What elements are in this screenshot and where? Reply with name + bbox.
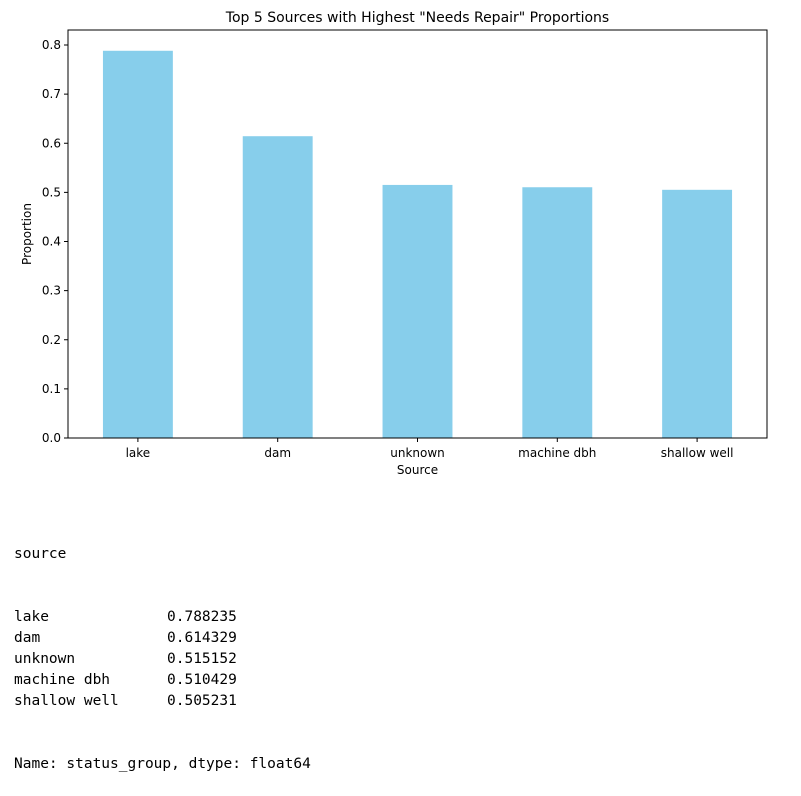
output-row-value: 0.515152 [167, 651, 237, 667]
output-row-value: 0.505231 [167, 693, 237, 709]
bar-series [102, 50, 733, 439]
x-tick-label: shallow well [661, 446, 734, 460]
y-tick-label: 0.6 [42, 136, 61, 150]
x-tick-label: unknown [390, 446, 445, 460]
bar-machine-dbh [522, 187, 593, 438]
output-row-value: 0.510429 [167, 672, 237, 688]
y-tick-label: 0.4 [42, 235, 61, 249]
y-tick-label: 0.7 [42, 87, 61, 101]
plot-frame [67, 29, 768, 439]
y-tick-label: 0.1 [42, 382, 61, 396]
bar-shallow-well [662, 189, 733, 438]
x-axis-label: Source [397, 463, 438, 477]
series-output: source lake 0.788235 dam 0.614329 unknown 0.5… [14, 502, 311, 796]
bar-chart: Top 5 Sources with Highest "Needs Repair… [20, 10, 768, 477]
output-row: shallow well 0.505231 [14, 691, 311, 712]
output-row-key: dam [14, 630, 41, 646]
output-row-key: unknown [14, 651, 76, 667]
output-header: source [14, 546, 67, 562]
output-footer: Name: status_group, dtype: float64 [14, 756, 311, 772]
y-tick-label: 0.0 [42, 431, 61, 445]
output-row: unknown 0.515152 [14, 649, 311, 670]
y-tick-label: 0.3 [42, 284, 61, 298]
y-tick-label: 0.5 [42, 185, 61, 199]
x-axis: lake dam unknown machine dbh shallow well [126, 438, 734, 460]
x-tick-label: machine dbh [518, 446, 596, 460]
output-row: dam 0.614329 [14, 628, 311, 649]
output-rows: lake 0.788235 dam 0.614329 unknown 0.515152 ma… [14, 607, 311, 712]
y-axis-label: Proportion [20, 203, 34, 265]
output-row-value: 0.788235 [167, 609, 237, 625]
bar-unknown [382, 184, 453, 438]
y-tick-label: 0.8 [42, 38, 61, 52]
bar-lake [102, 50, 173, 439]
y-tick-label: 0.2 [42, 333, 61, 347]
y-axis: 0.0 0.1 0.2 0.3 0.4 0.5 0.6 0.7 0.8 [42, 38, 68, 445]
output-row-key: lake [14, 609, 49, 625]
x-tick-label: lake [126, 446, 151, 460]
chart-title: Top 5 Sources with Highest "Needs Repair… [225, 10, 609, 26]
output-row-key: machine dbh [14, 672, 111, 688]
output-row: lake 0.788235 [14, 607, 311, 628]
x-tick-label: dam [264, 446, 291, 460]
output-row-value: 0.614329 [167, 630, 237, 646]
output-row: machine dbh 0.510429 [14, 670, 311, 691]
bar-dam [242, 136, 313, 438]
output-row-key: shallow well [14, 693, 119, 709]
